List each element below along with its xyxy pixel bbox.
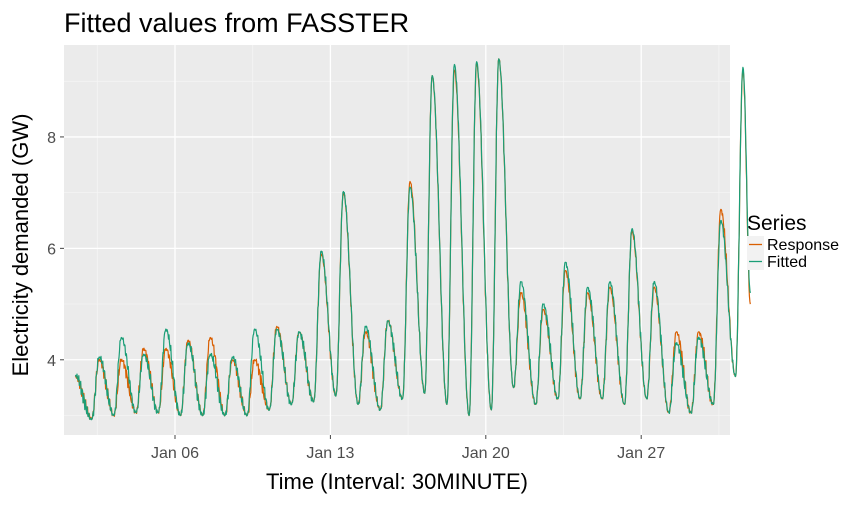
y-tick-label: 6 <box>47 241 56 258</box>
axes: 4 6 8 Jan 06 Jan 13 Jan 20 Jan 27 <box>47 130 665 462</box>
x-axis-label: Time (Interval: 30MINUTE) <box>266 469 528 494</box>
x-tick-label: Jan 27 <box>617 445 665 462</box>
x-tick-label: Jan 06 <box>151 445 199 462</box>
series-line-fitted <box>74 58 751 421</box>
chart-title: Fitted values from FASSTER <box>64 8 409 38</box>
grid-lines <box>64 45 730 435</box>
series-lines <box>74 58 751 421</box>
x-tick-label: Jan 13 <box>306 445 354 462</box>
legend-label: Response <box>767 237 839 254</box>
legend-label: Fitted <box>767 254 807 271</box>
x-tick-label: Jan 20 <box>462 445 510 462</box>
y-axis-label: Electricity demanded (GW) <box>8 114 33 377</box>
y-tick-label: 4 <box>47 353 56 370</box>
legend-title: Series <box>747 212 807 235</box>
y-tick-label: 8 <box>47 130 56 147</box>
